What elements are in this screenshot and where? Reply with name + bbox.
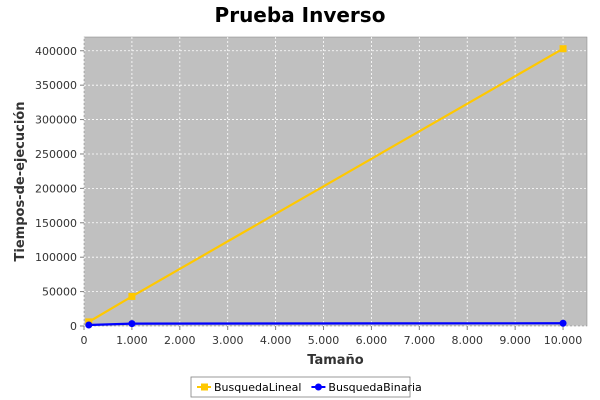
y-tick-label: 100000 [35, 251, 77, 264]
x-tick-label: 6.000 [356, 334, 388, 347]
data-point [559, 319, 567, 327]
x-tick-label: 5.000 [308, 334, 340, 347]
legend-box [190, 376, 411, 398]
x-tick-label: 4.000 [260, 334, 292, 347]
y-tick-label: 0 [70, 320, 77, 333]
legend-label: BusquedaLineal [214, 381, 301, 394]
x-tick-label: 1.000 [116, 334, 148, 347]
legend-marker [314, 383, 322, 391]
data-point [85, 321, 93, 329]
data-point [128, 320, 136, 328]
y-tick-label: 250000 [35, 148, 77, 161]
grid-lines [83, 37, 587, 327]
series-layer [85, 45, 567, 329]
legend-item: BusquedaBinaria [311, 381, 422, 394]
y-axis-label: Tiempos-de-ejecución [13, 102, 28, 262]
axes: 0 1.000 2.000 3.000 4.000 5.000 6.000 7.000 8.00… [35, 45, 582, 347]
y-tick-label: 400000 [35, 45, 77, 58]
legend-label: BusquedaBinaria [328, 381, 421, 394]
chart-title: Prueba Inverso [215, 3, 386, 27]
y-tick-label: 350000 [35, 79, 77, 92]
plot-area [83, 36, 588, 327]
y-tick-label: 200000 [35, 182, 77, 195]
x-tick-label: 10.000 [544, 334, 583, 347]
y-tick-label: 50000 [42, 286, 77, 299]
series-BusquedaBinaria [85, 319, 567, 329]
y-tick-label: 300000 [35, 114, 77, 127]
legend-marker [201, 383, 208, 391]
legend-item: BusquedaLineal [197, 381, 301, 394]
data-point [559, 45, 567, 53]
x-tick-label: 2.000 [164, 334, 196, 347]
x-tick-label: 8.000 [451, 334, 483, 347]
x-tick-label: 3.000 [212, 334, 244, 347]
x-tick-label: 0 [81, 334, 88, 347]
x-tick-label: 9.000 [499, 334, 531, 347]
y-tick-label: 150000 [35, 217, 77, 230]
x-tick-label: 7.000 [404, 334, 436, 347]
legend: BusquedaLineal BusquedaBinaria [190, 376, 422, 398]
x-axis-label: Tamaño [307, 353, 364, 368]
data-point [128, 292, 136, 300]
